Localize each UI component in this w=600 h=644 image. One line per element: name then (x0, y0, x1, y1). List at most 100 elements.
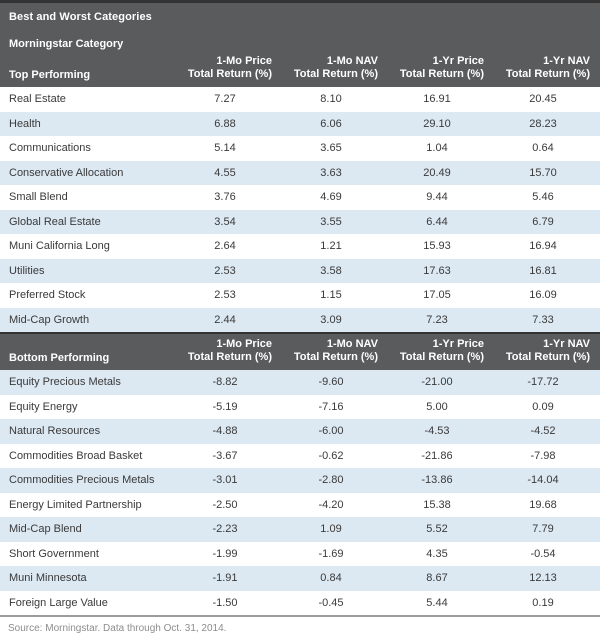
value-cell: 0.64 (532, 142, 554, 155)
category-cell: Equity Precious Metals (9, 376, 121, 389)
value-cell: -7.16 (318, 400, 344, 413)
category-cell: Preferred Stock (9, 289, 86, 302)
value-cell: 6.88 (214, 117, 236, 130)
value-cell: 8.10 (320, 93, 342, 106)
value-cell: 1.09 (320, 523, 342, 536)
table-row: Real Estate 7.27 8.10 16.91 20.45 (0, 87, 600, 112)
value-cell: 7.33 (532, 313, 554, 326)
column-header-row-top: Top Performing 1-Mo Price Total Return (%… (0, 55, 600, 87)
category-cell: Conservative Allocation (9, 166, 124, 179)
value-cell: 5.46 (532, 191, 554, 204)
value-cell: 5.52 (426, 523, 448, 536)
category-cell: Small Blend (9, 191, 68, 204)
table-row: Natural Resources -4.88 -6.00 -4.53 -4.52 (0, 419, 600, 444)
value-cell: 16.94 (529, 240, 557, 253)
value-cell: 12.13 (529, 572, 557, 585)
table-row: Equity Precious Metals -8.82 -9.60 -21.00 -1… (0, 370, 600, 395)
value-cell: 2.64 (214, 240, 236, 253)
category-cell: Foreign Large Value (9, 596, 108, 609)
value-cell: -4.52 (530, 425, 556, 438)
value-cell: -0.62 (318, 449, 344, 462)
value-cell: 7.27 (214, 93, 236, 106)
section-label-top-performing: Top Performing (9, 69, 91, 81)
value-cell: -1.69 (318, 547, 344, 560)
value-cell: 16.81 (529, 264, 557, 277)
value-cell: -8.82 (212, 376, 238, 389)
value-cell: -2.23 (212, 523, 238, 536)
value-cell: 19.68 (529, 498, 557, 511)
value-cell: -9.60 (318, 376, 344, 389)
value-cell: 3.09 (320, 313, 342, 326)
table-row: Energy Limited Partnership -2.50 -4.20 15.3… (0, 492, 600, 517)
table-row: Communications 5.14 3.65 1.04 0.64 (0, 136, 600, 161)
category-cell: Real Estate (9, 93, 66, 106)
value-cell: 8.67 (426, 572, 448, 585)
value-cell: -2.50 (212, 498, 238, 511)
column-header-row-bottom: Bottom Performing 1-Mo Price Total Return… (0, 338, 600, 370)
value-cell: 1.04 (426, 142, 448, 155)
value-cell: 20.49 (423, 166, 451, 179)
category-cell: Commodities Broad Basket (9, 449, 143, 462)
value-cell: 6.44 (426, 215, 448, 228)
value-cell: -5.19 (212, 400, 238, 413)
table-row: Equity Energy -5.19 -7.16 5.00 0.09 (0, 394, 600, 419)
category-cell: Muni California Long (9, 240, 110, 253)
value-cell: 3.63 (320, 166, 342, 179)
value-cell: 20.45 (529, 93, 557, 106)
value-cell: -3.67 (212, 449, 238, 462)
category-cell: Equity Energy (9, 400, 78, 413)
value-cell: 4.35 (426, 547, 448, 560)
column-header-0: 1-Mo Price Total Return (%) (187, 338, 272, 363)
category-cell: Utilities (9, 264, 45, 277)
value-cell: 16.09 (529, 289, 557, 302)
column-header-2: 1-Yr Price Total Return (%) (399, 55, 484, 80)
value-cell: 7.23 (426, 313, 448, 326)
value-cell: -21.86 (421, 449, 453, 462)
value-cell: -1.99 (212, 547, 238, 560)
value-cell: 6.06 (320, 117, 342, 130)
table-bottom-performing: Equity Precious Metals -8.82 -9.60 -21.00 -1… (0, 370, 600, 615)
value-cell: 0.84 (320, 572, 342, 585)
value-cell: -4.20 (318, 498, 344, 511)
page-subtitle: Morningstar Category (9, 38, 124, 50)
table-row: Mid-Cap Blend -2.23 1.09 5.52 7.79 (0, 517, 600, 542)
value-cell: 17.63 (423, 264, 451, 277)
table-row: Short Government -1.99 -1.69 4.35 -0.54 (0, 541, 600, 566)
table-row: Muni Minnesota -1.91 0.84 8.67 12.13 (0, 566, 600, 591)
value-cell: 5.00 (426, 400, 448, 413)
table-row: Health 6.88 6.06 29.10 28.23 (0, 111, 600, 136)
column-header-2: 1-Yr Price Total Return (%) (399, 338, 484, 363)
column-header-3: 1-Yr NAV Total Return (%) (505, 338, 590, 363)
category-cell: Natural Resources (9, 425, 101, 438)
value-cell: 0.19 (532, 596, 554, 609)
value-cell: 1.21 (320, 240, 342, 253)
value-cell: 15.38 (423, 498, 451, 511)
value-cell: -0.45 (318, 596, 344, 609)
value-cell: 3.76 (214, 191, 236, 204)
category-cell: Communications (9, 142, 91, 155)
value-cell: -3.01 (212, 474, 238, 487)
category-cell: Mid-Cap Growth (9, 313, 90, 326)
value-cell: 2.53 (214, 289, 236, 302)
table-row: Commodities Broad Basket -3.67 -0.62 -21.86… (0, 443, 600, 468)
category-cell: Mid-Cap Blend (9, 523, 82, 536)
value-cell: 0.09 (532, 400, 554, 413)
report-subheader: Bottom Performing 1-Mo Price Total Return… (0, 332, 600, 370)
value-cell: -1.91 (212, 572, 238, 585)
value-cell: -0.54 (530, 547, 556, 560)
value-cell: 15.70 (529, 166, 557, 179)
column-header-3: 1-Yr NAV Total Return (%) (505, 55, 590, 80)
value-cell: -17.72 (527, 376, 559, 389)
table-row: Mid-Cap Growth 2.44 3.09 7.23 7.33 (0, 307, 600, 332)
value-cell: 5.44 (426, 596, 448, 609)
category-cell: Short Government (9, 547, 99, 560)
value-cell: 17.05 (423, 289, 451, 302)
value-cell: 1.15 (320, 289, 342, 302)
value-cell: -14.04 (527, 474, 559, 487)
value-cell: -2.80 (318, 474, 344, 487)
value-cell: 2.44 (214, 313, 236, 326)
value-cell: -4.88 (212, 425, 238, 438)
value-cell: -1.50 (212, 596, 238, 609)
category-cell: Commodities Precious Metals (9, 474, 155, 487)
